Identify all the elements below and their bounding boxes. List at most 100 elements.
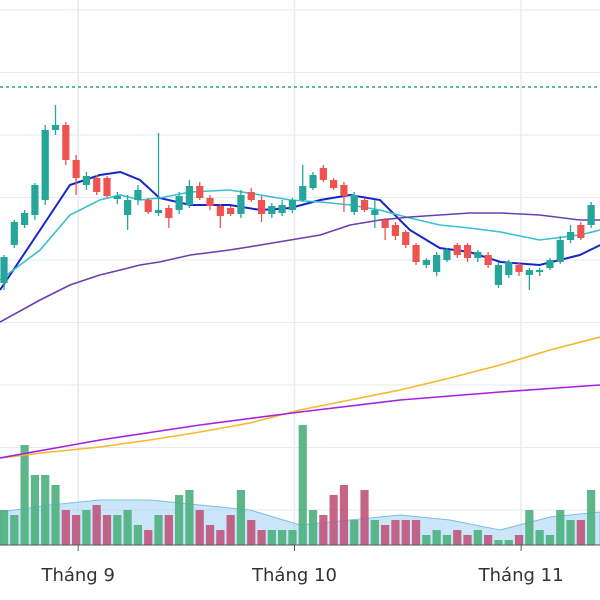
volume-bar [175, 495, 184, 545]
volume-bar [51, 485, 60, 545]
volume-bar [329, 495, 338, 545]
candle-body [360, 200, 369, 210]
candle-body [494, 265, 503, 285]
volume-bar [92, 505, 101, 545]
candle-body [546, 260, 554, 268]
candle-body [525, 270, 533, 275]
candle-body [443, 250, 451, 260]
volume-bar [339, 485, 349, 545]
volume-bar [401, 520, 410, 545]
candle-body [340, 185, 348, 196]
volume-bar [278, 530, 287, 545]
volume-bar [411, 520, 421, 545]
moving-average-line [0, 336, 600, 459]
volume-bar [556, 510, 565, 545]
candle-body [566, 232, 575, 240]
candle-body [196, 186, 204, 198]
candle-body [505, 262, 513, 275]
volume-bar [41, 475, 50, 545]
volume-bar [298, 425, 307, 545]
candle-body [227, 208, 235, 214]
volume-bar [195, 510, 204, 545]
volume-bar [308, 510, 318, 545]
candle-body [175, 196, 183, 210]
volume-bar [236, 490, 246, 545]
volume-bar [102, 515, 112, 545]
volume-bar [113, 515, 122, 545]
candle-body [154, 210, 163, 213]
candle-body [577, 225, 585, 238]
candle-body [237, 195, 245, 214]
candle-body [93, 178, 101, 192]
volume-bar [442, 535, 452, 545]
candle-body [453, 245, 461, 255]
volume-bar [545, 535, 555, 545]
volume-bar [61, 510, 70, 545]
volume-bar [319, 515, 328, 545]
x-tick-label: Tháng 11 [478, 565, 564, 586]
volume-bar [370, 520, 379, 545]
volume-bar [576, 520, 585, 545]
candle-body [72, 160, 80, 178]
volume-bar [82, 510, 91, 545]
volume-bar [525, 510, 534, 545]
volume-bar [185, 490, 194, 545]
volume-bar [133, 525, 143, 545]
candle-body [474, 252, 482, 258]
volume-bar [453, 530, 462, 545]
candle-body [257, 200, 266, 214]
volume-bar [205, 525, 215, 545]
candle-body [433, 255, 441, 272]
candle-body [319, 168, 327, 180]
volume-bar [514, 535, 524, 545]
volume-bar [30, 475, 40, 545]
candle-body [124, 200, 132, 215]
candle-body [216, 206, 224, 216]
candle-body [21, 213, 29, 225]
volume-bar [360, 490, 369, 545]
candle-body [103, 178, 111, 196]
moving-average-line [0, 212, 600, 323]
volume-bar [484, 535, 493, 545]
volume-bar [164, 515, 173, 545]
volume-bar [257, 530, 266, 545]
candle-body [82, 176, 91, 185]
volume-bar [247, 520, 256, 545]
candle-body [515, 265, 523, 272]
candle-body [247, 192, 255, 200]
volume-bar [123, 510, 132, 545]
volume-bar [72, 515, 81, 545]
candle-body [185, 186, 194, 205]
volume-bar [587, 490, 596, 545]
candle-body [484, 255, 492, 265]
candle-body [412, 245, 420, 262]
volume-bar [0, 510, 9, 545]
volume-bar [226, 515, 235, 545]
candle-body [165, 208, 173, 218]
volume-bar [154, 515, 163, 545]
volume-bar [288, 530, 297, 545]
volume-bar [144, 530, 153, 545]
candle-body [536, 270, 544, 272]
candle-body [0, 257, 8, 283]
candle-body [62, 125, 70, 160]
candle-body [278, 205, 286, 213]
volume-bar [20, 445, 29, 545]
x-tick-label: Tháng 10 [251, 565, 337, 586]
candle-body [288, 200, 297, 210]
candle-body [371, 210, 379, 215]
candle-body [41, 130, 49, 200]
volume-bar [267, 530, 276, 545]
candle-body [381, 220, 389, 228]
candle-body [402, 232, 410, 245]
candle-body [330, 180, 338, 188]
volume-bar [535, 530, 544, 545]
volume-bar [391, 520, 400, 545]
candle-body [587, 205, 595, 225]
candle-body [206, 198, 214, 206]
candle-body [113, 196, 121, 199]
candle-body [134, 190, 142, 200]
x-tick-label: Tháng 9 [40, 565, 114, 586]
volume-bar [463, 535, 472, 545]
